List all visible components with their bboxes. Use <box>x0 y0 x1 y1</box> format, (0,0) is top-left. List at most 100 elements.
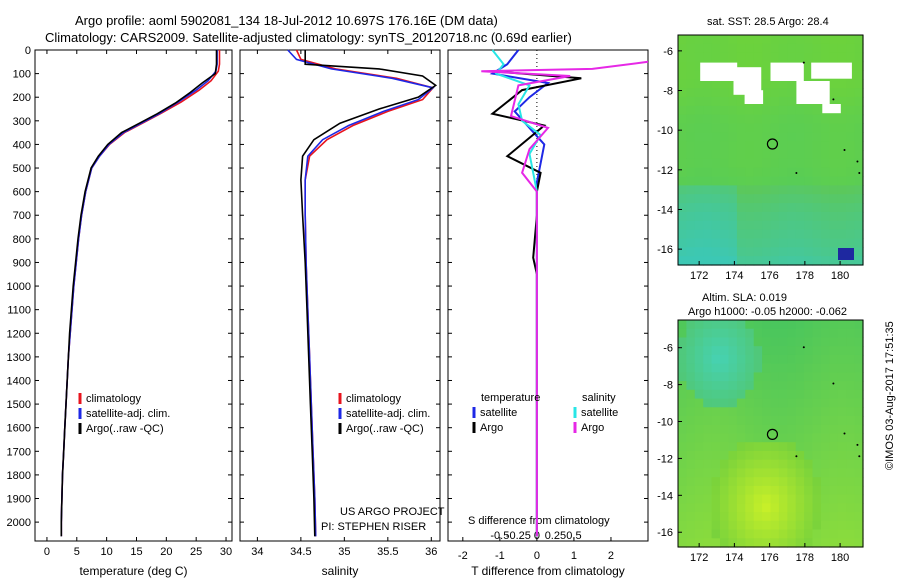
sla_map-cell <box>736 442 746 452</box>
sla_map-cell <box>736 494 746 504</box>
sla_map-cell <box>787 433 797 443</box>
sst_map-cell <box>736 150 746 160</box>
sla_map-cell <box>753 398 763 408</box>
sla_map-cell <box>711 512 721 522</box>
sst_map-cell <box>762 70 772 80</box>
sst_map-cell <box>728 158 738 169</box>
sst_map-cell <box>770 79 780 89</box>
sla_map-cell <box>829 337 839 347</box>
sst_map-cell <box>720 238 729 248</box>
sst_map-cell <box>678 132 687 142</box>
sla_map-cell <box>804 477 814 487</box>
sst_map-cell <box>703 43 713 54</box>
sla_map-cell <box>703 389 713 400</box>
sla_map-cell <box>694 398 704 408</box>
sla_map-cell <box>829 424 839 435</box>
sla_map-cell <box>821 416 830 426</box>
sla_map-cell <box>778 407 788 417</box>
sst_map-cell <box>753 35 763 45</box>
sst_map-cell <box>854 88 864 98</box>
sst_map-island <box>856 160 859 163</box>
sla_map-cell <box>804 320 814 330</box>
sst_map-cell <box>728 238 738 248</box>
sla_map-cell <box>686 346 696 356</box>
sst_map-cell <box>762 61 772 71</box>
sst_map-cell <box>770 150 780 160</box>
sst_map-cell <box>694 238 704 248</box>
sla_map-cell <box>787 328 797 338</box>
sst_map-cell <box>720 132 729 142</box>
sla_map-cell <box>694 407 704 417</box>
salinity-x-tick-label: 34.5 <box>290 546 311 558</box>
sla_map-cell <box>686 416 696 426</box>
sla_map-cell <box>829 407 839 417</box>
sla_map-cell <box>686 424 696 435</box>
sst_map-cell <box>686 96 696 107</box>
sst_map-cell <box>846 141 856 151</box>
sst_map-cell <box>821 43 830 54</box>
sla_map-cell <box>829 442 839 452</box>
sst_map-cell <box>829 43 839 54</box>
sst_map-cell <box>795 167 805 178</box>
sst_map-cell <box>703 105 713 116</box>
sla_map-cell <box>694 538 704 548</box>
sst_map-cell <box>787 35 797 45</box>
sla_map-cell <box>821 503 830 513</box>
sla_map-cell <box>711 372 721 382</box>
sst_map-cell <box>787 167 797 178</box>
sst_map-cell <box>686 123 696 133</box>
sla_map-cell <box>795 538 805 548</box>
sla_map-cell <box>762 512 772 522</box>
sla_map-cell <box>711 328 721 338</box>
sst_map-cell <box>804 105 814 116</box>
sla_map-cell <box>736 485 746 496</box>
sst_map-cell <box>736 194 746 204</box>
sst_map-cell <box>854 247 864 257</box>
difference-legend-temp-title: temperature <box>481 392 540 404</box>
sla_map-cell <box>787 398 797 408</box>
sla_map-cell <box>821 512 830 522</box>
sla_map-cell <box>762 503 772 513</box>
sla_map-cell <box>728 389 738 400</box>
sla_map-cell <box>804 529 814 539</box>
sla_map-cell <box>770 494 780 504</box>
sst_map-cell <box>720 247 729 257</box>
sla_map-cell <box>787 372 797 382</box>
sst_map-cell <box>795 150 805 160</box>
sst_map-cell <box>678 256 687 266</box>
sla_map-cell <box>753 538 763 548</box>
sst_map-cell <box>829 185 839 195</box>
sst_map-cell <box>795 132 805 142</box>
sst_map-frame <box>677 34 864 266</box>
sst_map-cell <box>812 52 822 63</box>
sla_map-cell <box>795 354 805 365</box>
sst_map-cell <box>686 79 696 89</box>
sst_map-cell <box>804 132 814 142</box>
sst_map-cell <box>762 123 772 133</box>
sla_map-cell <box>829 433 839 443</box>
sst_map-cell <box>804 247 814 257</box>
sst_map-cell <box>728 43 738 54</box>
sst_map-cell <box>837 52 847 63</box>
sst_map-cell <box>720 141 729 151</box>
sla_map-cell <box>854 485 864 496</box>
temperature-depth-tick-label: 300 <box>13 116 31 128</box>
sst_map-cell <box>837 123 847 133</box>
sst_map-cell <box>745 256 755 266</box>
sst_map-cell <box>787 158 797 169</box>
sla_map-cell <box>795 416 805 426</box>
sst_map-cell <box>846 43 856 54</box>
sla_map-cell <box>778 398 788 408</box>
sla_map-cell <box>770 354 780 365</box>
sst_map-cell <box>736 61 746 71</box>
sla_map-cell <box>829 503 839 513</box>
difference-plot-frame <box>447 49 649 542</box>
sla_map-cell <box>829 416 839 426</box>
sst_map-cell <box>686 105 696 116</box>
sst_map-cell <box>694 247 704 257</box>
sst_map-cell <box>812 141 822 151</box>
sla_map-cell <box>753 520 763 531</box>
sla_map-cell <box>686 433 696 443</box>
sla_map-cell <box>770 451 780 461</box>
sla_map-cell <box>703 328 713 338</box>
